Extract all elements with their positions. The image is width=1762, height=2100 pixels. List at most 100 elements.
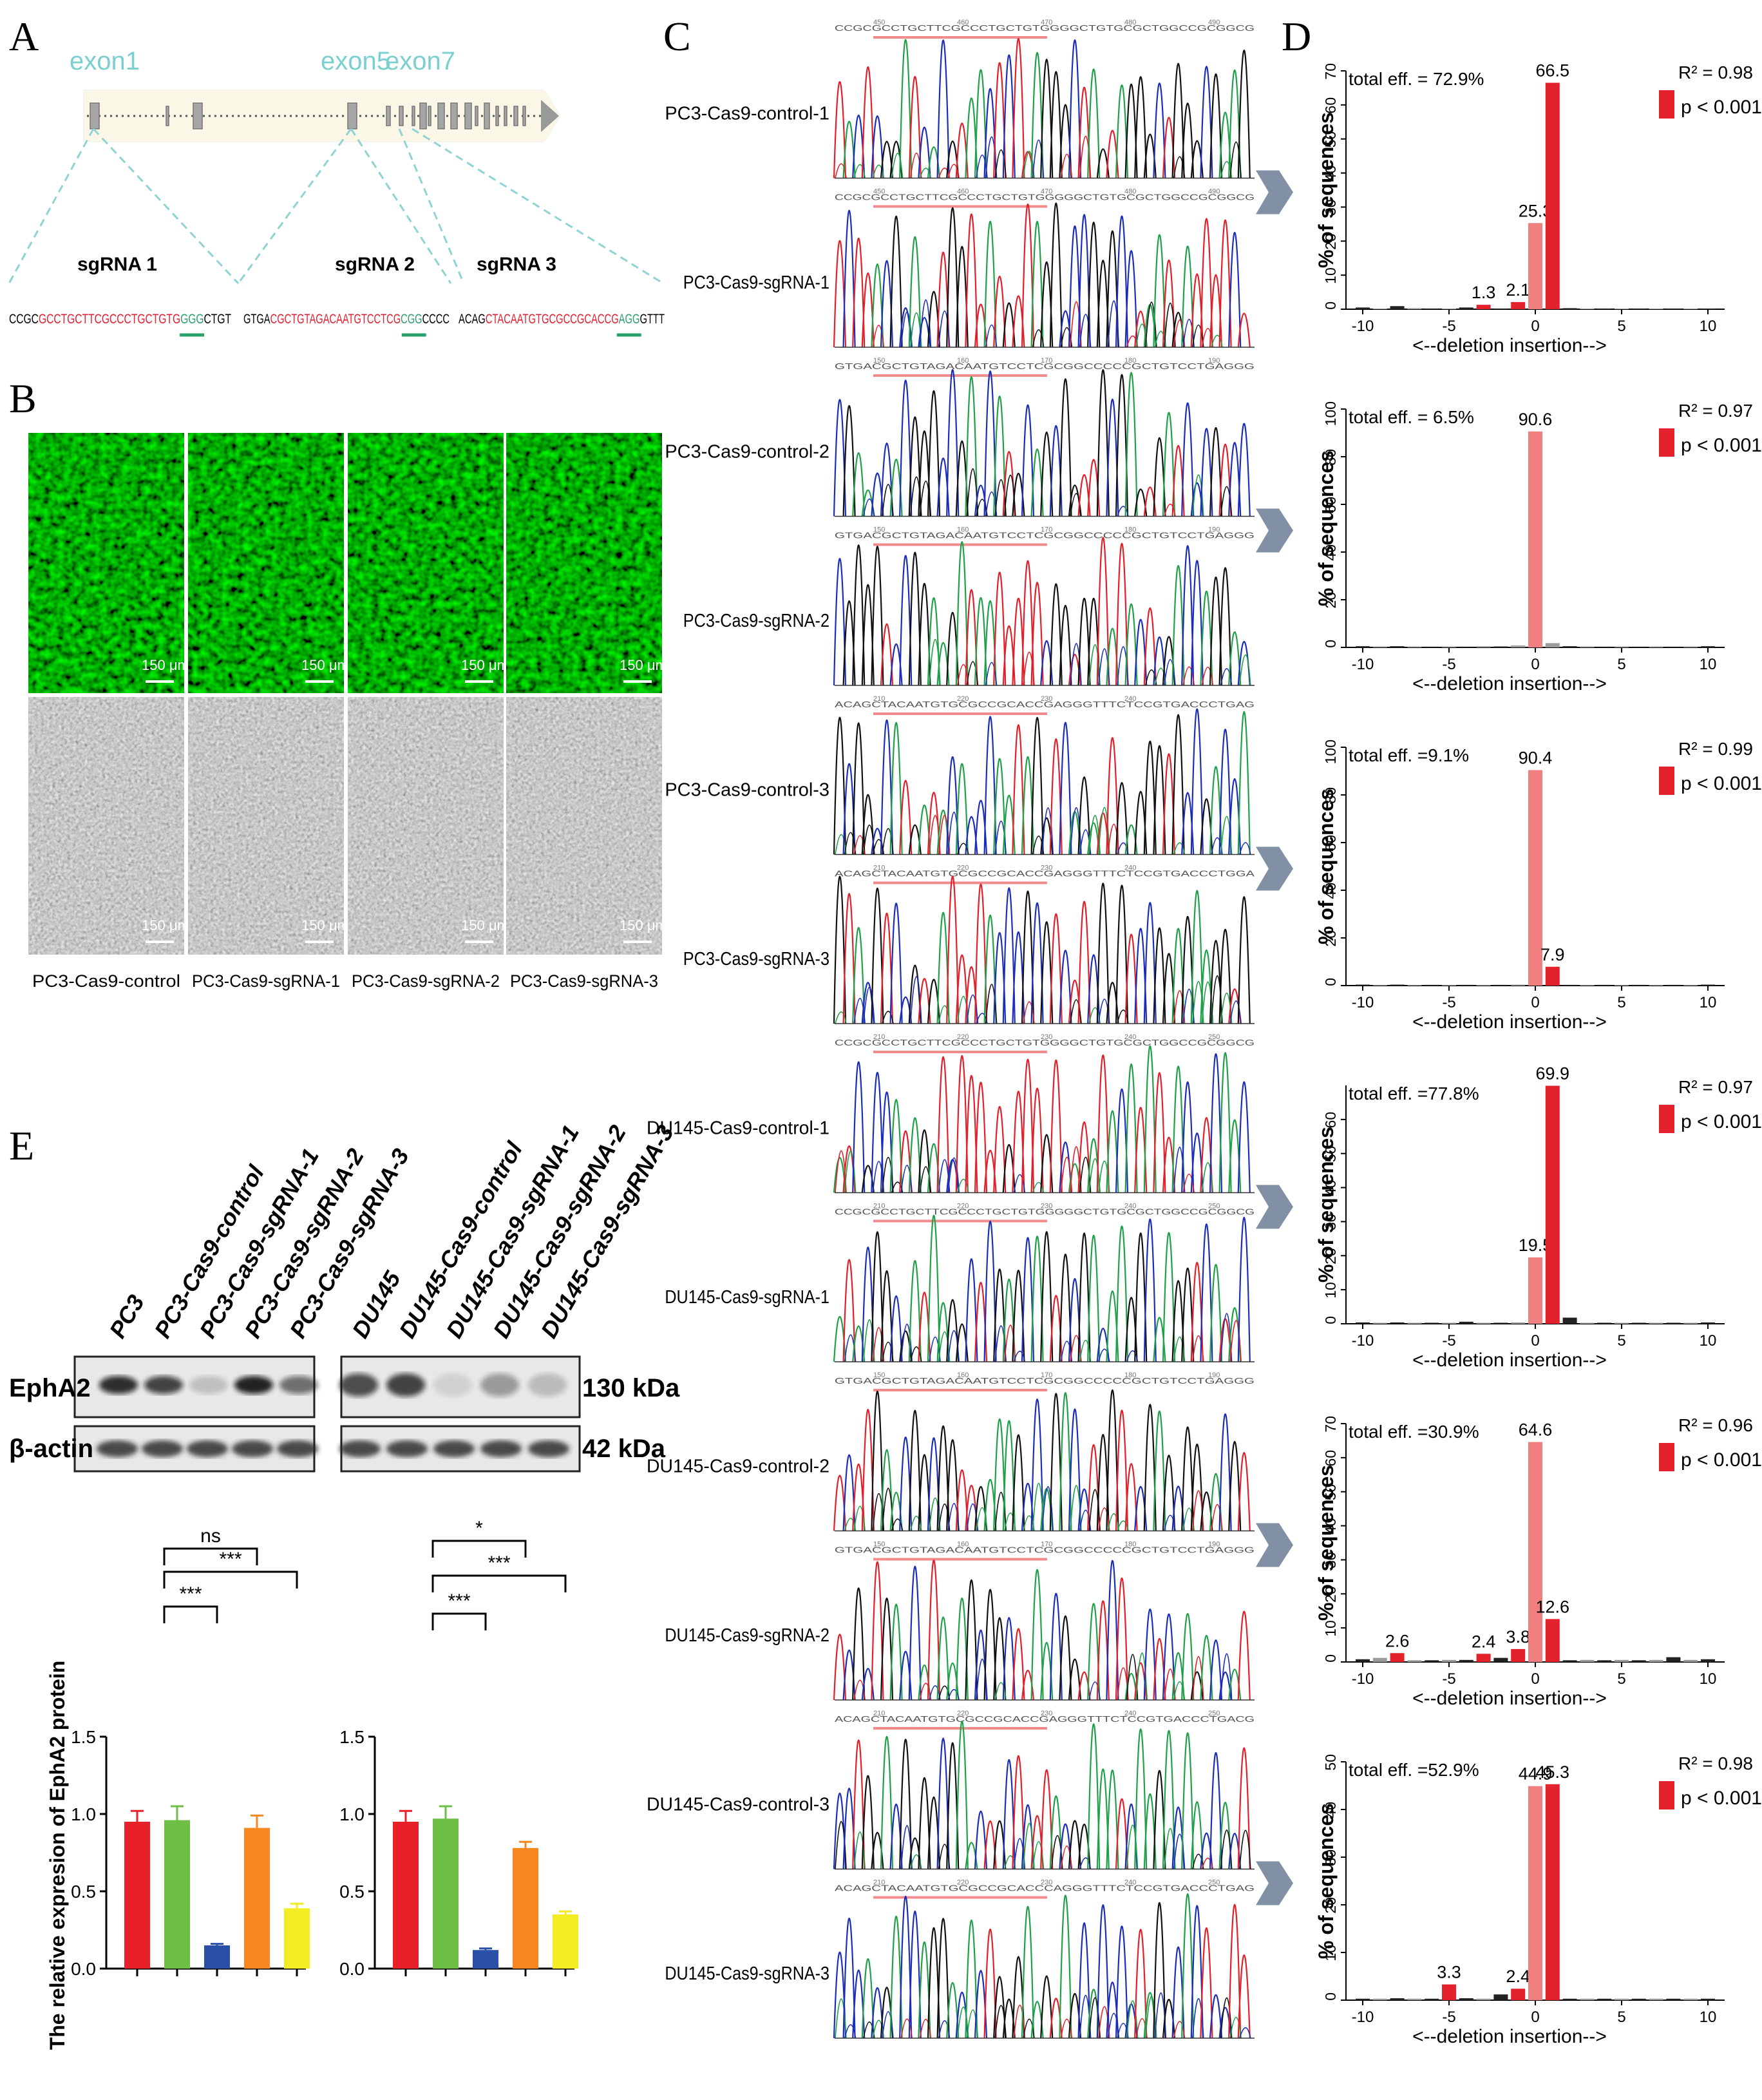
x-tick-label: -5 xyxy=(1442,2009,1455,2026)
trace-secondary-peak xyxy=(1098,807,1110,855)
sgrna-guide-line xyxy=(398,128,465,284)
trace-peak xyxy=(936,39,950,178)
sequence-header: ACAGCTACAATGTGCGCCGCACCGAGGGTTTCTCCGTGAC… xyxy=(835,1714,1255,1724)
trace-peak xyxy=(993,275,1007,348)
trace-peak xyxy=(1002,54,1016,178)
sgrna-target: CTACAATGTGCGCCGCACCG xyxy=(486,312,619,327)
r-squared: R² = 0.96 xyxy=(1678,1415,1753,1435)
mw-label-130: 130 kDa xyxy=(582,1374,680,1402)
indel-bar xyxy=(1545,1784,1560,2000)
trace-peak xyxy=(1181,545,1195,686)
trace-label: DU145-Cas9-sgRNA-1 xyxy=(665,1287,829,1308)
significance-label: *** xyxy=(448,1590,470,1612)
sgrna-target: CGCTGTAGACAATGTCCTCG xyxy=(270,312,401,327)
trace-secondary-peak xyxy=(835,1821,847,1869)
bar-value-label: 3.8 xyxy=(1506,1627,1530,1647)
trace-secondary-peak xyxy=(947,811,960,855)
lane-label: PC3 xyxy=(104,1290,149,1342)
trace-secondary-peak xyxy=(1173,842,1186,855)
trace-peak xyxy=(908,1409,922,1531)
indel-bar xyxy=(1597,1322,1612,1324)
expression-chart: 0.00.51.01.5******* xyxy=(339,1518,578,1979)
trace-peak xyxy=(1049,1393,1063,1531)
trace-peak xyxy=(889,721,903,855)
y-tick-label: 80 xyxy=(1322,787,1339,804)
p-value: p < 0.001 xyxy=(1681,773,1762,794)
trace-secondary-peak xyxy=(900,2018,913,2039)
significance-bracket xyxy=(431,1574,567,1592)
position-tick: 160 xyxy=(957,357,969,365)
trace-secondary-peak xyxy=(966,1503,979,1531)
x-axis-label: <--deletion insertion--> xyxy=(1412,1350,1607,1371)
trace-peak xyxy=(1200,218,1213,348)
exon-box xyxy=(464,102,472,129)
trace-secondary-peak xyxy=(882,1341,894,1362)
trace-peak xyxy=(852,452,866,517)
actin-band xyxy=(142,1440,183,1457)
significance-bracket xyxy=(163,1605,218,1623)
trace-peak xyxy=(1059,378,1072,517)
r-squared: R² = 0.97 xyxy=(1678,1077,1753,1097)
position-tick: 170 xyxy=(1041,1541,1052,1549)
trace-peak xyxy=(908,416,922,517)
trace-peak xyxy=(1134,1728,1148,1869)
trace-peak xyxy=(899,39,913,178)
y-tick-label: 40 xyxy=(1322,1518,1339,1535)
sequence-header: GTGACGCTGTAGACAATGTCCTCGCGGCCCCCGCTGTCCT… xyxy=(835,1376,1255,1386)
indel-chart: 0 20 40 60 80 100 -10 -5 0 5 10 <--deletion inserti… xyxy=(1314,401,1762,694)
position-tick: 240 xyxy=(1124,1710,1136,1717)
bar-value-label: 66.5 xyxy=(1536,61,1570,81)
y-tick-label: 0 xyxy=(1322,640,1339,648)
trace-peak xyxy=(1049,1059,1063,1193)
trace-peak xyxy=(955,954,969,1024)
result-arrow-icon xyxy=(1256,846,1293,891)
trace-secondary-peak xyxy=(1126,1350,1139,1362)
trace-secondary-peak xyxy=(1192,324,1204,348)
trace-secondary-peak xyxy=(835,1998,847,2039)
exon5-label: exon5 xyxy=(321,47,391,75)
position-tick: 220 xyxy=(957,1879,969,1887)
trace-peak xyxy=(1237,711,1251,855)
trace-peak xyxy=(1040,59,1054,178)
trace-peak xyxy=(1124,933,1138,1024)
trace-peak xyxy=(1087,1234,1101,1362)
significance-label: *** xyxy=(219,1549,242,1570)
trace-secondary-peak xyxy=(872,1493,885,1531)
trace-secondary-peak xyxy=(1173,320,1186,348)
trace-secondary-peak xyxy=(844,1334,857,1362)
position-tick: 150 xyxy=(873,526,885,534)
trace-secondary-peak xyxy=(1173,1147,1186,1193)
indel-bar xyxy=(1562,1317,1577,1324)
y-tick-label: 10 xyxy=(1322,267,1339,284)
sgrna-flank: CCCC xyxy=(422,312,450,327)
y-tick-label: 40 xyxy=(1322,1180,1339,1197)
trace-peak xyxy=(993,571,1007,686)
indel-bar xyxy=(1407,984,1422,986)
x-axis-label: <--deletion insertion--> xyxy=(1412,335,1607,356)
total-efficiency: total eff. = 72.9% xyxy=(1349,69,1484,89)
trace-label: DU145-Cas9-control-1 xyxy=(647,1118,829,1138)
y-tick-label: 60 xyxy=(1322,1112,1339,1129)
trace-peak xyxy=(993,1418,1007,1531)
trace-secondary-peak xyxy=(1079,314,1092,348)
position-tick: 450 xyxy=(873,188,885,196)
position-tick: 490 xyxy=(1208,19,1220,26)
trace-secondary-peak xyxy=(957,1178,969,1193)
trace-peak xyxy=(1115,374,1129,517)
y-tick-label: 60 xyxy=(1322,497,1339,513)
indel-bar xyxy=(1615,984,1629,986)
fluorescence-texture xyxy=(188,433,344,693)
exon-box xyxy=(475,106,478,126)
y-axis-label: % of sequences xyxy=(1314,112,1338,268)
trace-secondary-peak xyxy=(1182,1173,1195,1193)
trace-peak xyxy=(1153,82,1166,178)
trace-peak xyxy=(1115,542,1129,686)
indel-bar xyxy=(1476,646,1491,647)
actin-band xyxy=(433,1440,475,1457)
trace-peak xyxy=(880,1735,894,1869)
trace-secondary-peak xyxy=(994,1325,1007,1362)
significance-bracket xyxy=(431,1540,527,1558)
chromatogram: CCGCGCCTGCTTCGCCCTGCTGTGGGGGCTGTGCGCTGGC… xyxy=(683,188,1255,348)
indel-bar xyxy=(1666,1998,1681,2000)
exon-box xyxy=(90,102,100,129)
